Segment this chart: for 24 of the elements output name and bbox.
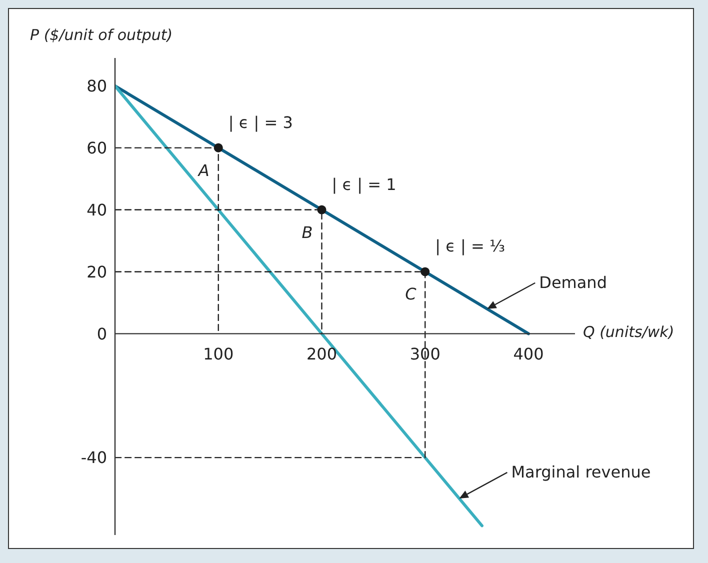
x-tick-label: 400 (513, 344, 544, 364)
annotation: | ϵ | = ⅓ (435, 236, 506, 256)
x-tick-label: 200 (306, 344, 338, 364)
y-tick-label: 40 (86, 200, 107, 220)
point (317, 205, 326, 214)
annotation: A (197, 160, 210, 180)
x-tick-label: 300 (410, 344, 440, 364)
y-tick-label: 60 (86, 138, 107, 158)
annotation: C (405, 284, 418, 304)
annotation: B (302, 222, 313, 242)
y-tick-label: 20 (86, 262, 107, 282)
annotation: | ϵ | = 3 (228, 112, 293, 132)
x-axis-title: Q (units/wk) (583, 322, 674, 341)
annotation: | ϵ | = 1 (332, 174, 396, 194)
text: Marginal revenue (511, 462, 651, 482)
x-tick-label: 100 (203, 344, 234, 364)
line-series (115, 84, 484, 528)
point (214, 143, 223, 152)
y-tick-label: -40 (80, 448, 107, 468)
y-tick-label: 80 (86, 76, 107, 96)
point (420, 267, 430, 276)
y-tick-label: 0 (96, 324, 107, 344)
text: Demand (539, 272, 607, 292)
y-axis-title: P ($/unit of output) (30, 26, 173, 44)
